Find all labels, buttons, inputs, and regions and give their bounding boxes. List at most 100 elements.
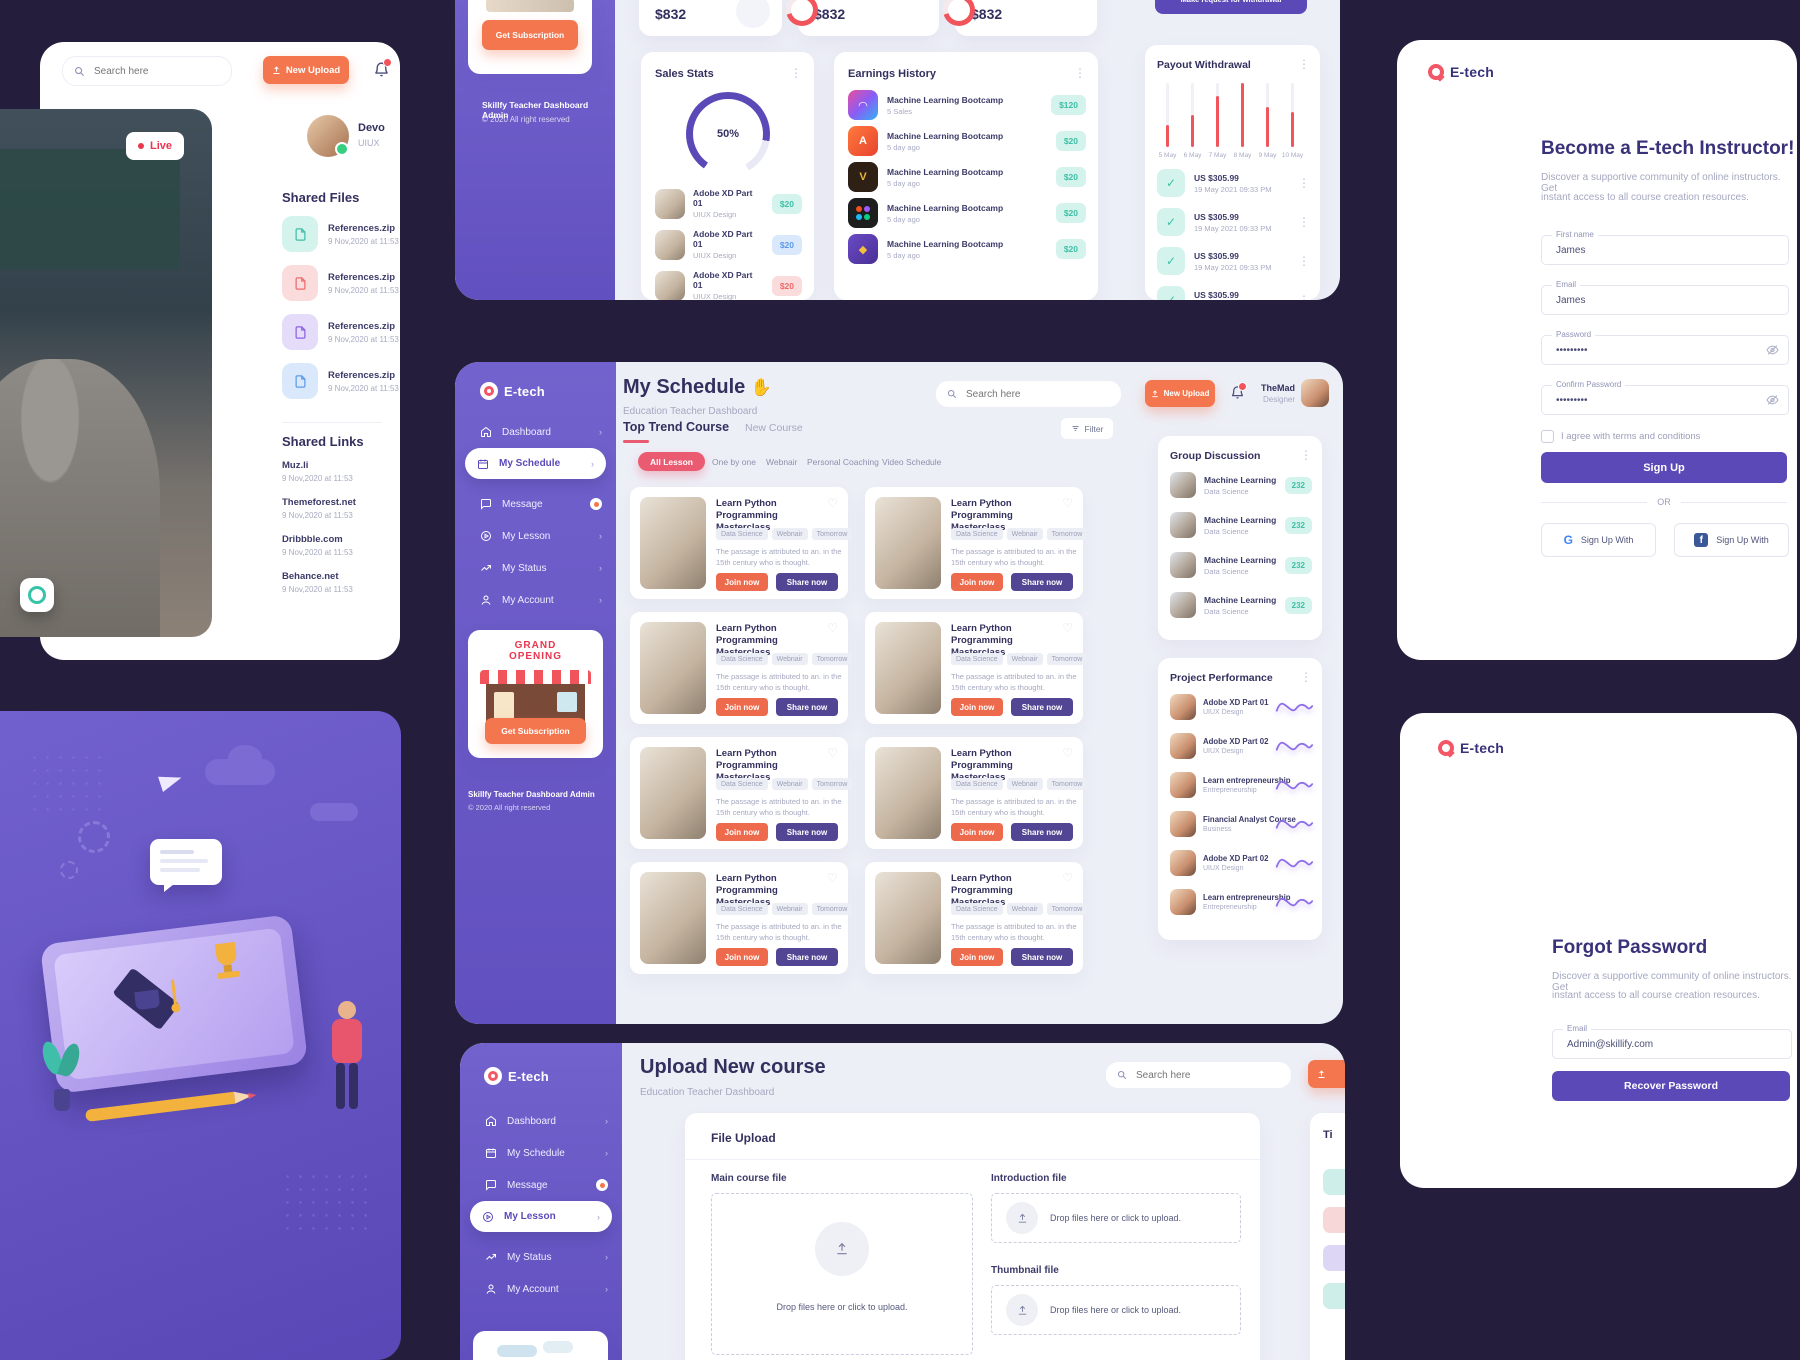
discussion-row[interactable]: Machine Learning Data Science 232 bbox=[1170, 512, 1312, 538]
course-card[interactable]: Learn Python Programming Masterclass ♡ D… bbox=[630, 737, 853, 849]
link-name[interactable]: Themeforest.net bbox=[282, 497, 356, 508]
join-now-button[interactable]: Join now bbox=[716, 573, 768, 591]
password-field[interactable]: Password bbox=[1541, 330, 1789, 365]
filter-one-by-one[interactable]: One by one bbox=[712, 457, 756, 467]
heart-icon[interactable]: ♡ bbox=[827, 496, 838, 510]
share-now-button[interactable]: Share now bbox=[1011, 573, 1073, 591]
kebab-menu-icon[interactable]: ⋮ bbox=[1298, 254, 1310, 268]
share-now-button[interactable]: Share now bbox=[776, 823, 838, 841]
join-now-button[interactable]: Join now bbox=[951, 948, 1003, 966]
link-name[interactable]: Muz.li bbox=[282, 460, 309, 471]
kebab-menu-icon[interactable]: ⋮ bbox=[1300, 670, 1312, 684]
earnings-row[interactable]: ◠ Machine Learning Bootcamp 5 Sales $120 bbox=[848, 90, 1086, 120]
kebab-menu-icon[interactable]: ⋮ bbox=[1298, 176, 1310, 190]
join-now-button[interactable]: Join now bbox=[951, 698, 1003, 716]
performance-row[interactable]: Adobe XD Part 01 UIUX Design bbox=[1170, 694, 1314, 720]
shared-link-row[interactable]: Behance.net 9 Nov,2020 at 11:53 bbox=[282, 571, 400, 594]
performance-row[interactable]: Learn entrepreneurship Entrepreneurship bbox=[1170, 772, 1314, 798]
notification-bell-icon[interactable] bbox=[1230, 382, 1247, 401]
share-now-button[interactable]: Share now bbox=[1011, 823, 1073, 841]
thumbnail-dropzone[interactable]: Drop files here or click to upload. bbox=[991, 1285, 1241, 1335]
google-signup-button[interactable]: G Sign Up With bbox=[1541, 523, 1656, 557]
terms-row[interactable]: I agree with terms and conditions bbox=[1541, 430, 1700, 443]
shared-file-row[interactable]: References.zip 9 Nov,2020 at 11:53 bbox=[282, 363, 400, 399]
kebab-menu-icon[interactable]: ⋮ bbox=[1298, 293, 1310, 300]
shared-file-row[interactable]: References.zip 9 Nov,2020 at 11:53 bbox=[282, 314, 400, 350]
first-name-input[interactable] bbox=[1554, 236, 1758, 264]
discussion-row[interactable]: Machine Learning Data Science 232 bbox=[1170, 592, 1312, 618]
confirm-password-field[interactable]: Confirm Password bbox=[1541, 380, 1789, 415]
notification-bell-icon[interactable] bbox=[373, 58, 392, 79]
heart-icon[interactable]: ♡ bbox=[1062, 871, 1073, 885]
join-now-button[interactable]: Join now bbox=[716, 698, 768, 716]
discussion-row[interactable]: Machine Learning Data Science 232 bbox=[1170, 472, 1312, 498]
avatar[interactable] bbox=[307, 115, 349, 157]
filter-pill-all-lesson[interactable]: All Lesson bbox=[638, 452, 705, 471]
link-name[interactable]: Behance.net bbox=[282, 571, 339, 582]
search-bar[interactable] bbox=[935, 380, 1122, 408]
search-input[interactable] bbox=[1134, 1068, 1280, 1082]
share-now-button[interactable]: Share now bbox=[776, 573, 838, 591]
filter-personal-coaching[interactable]: Personal Coaching bbox=[807, 457, 879, 467]
discussion-row[interactable]: Machine Learning Data Science 232 bbox=[1170, 552, 1312, 578]
earnings-row[interactable]: Machine Learning Bootcamp 5 day ago $20 bbox=[848, 198, 1086, 228]
eye-slash-icon[interactable] bbox=[1766, 344, 1779, 357]
performance-row[interactable]: Financial Analyst Course Business bbox=[1170, 811, 1314, 837]
sidebar-item-my-account[interactable]: My Account › bbox=[480, 592, 602, 608]
sidebar-item-my-schedule[interactable]: My Schedule › bbox=[485, 1145, 608, 1161]
terms-checkbox[interactable] bbox=[1541, 430, 1554, 443]
sidebar-item-my-status[interactable]: My Status › bbox=[480, 560, 602, 576]
kebab-menu-icon[interactable]: ⋮ bbox=[790, 66, 802, 80]
shared-file-row[interactable]: References.zip 9 Nov,2020 at 11:53 bbox=[282, 265, 400, 301]
sidebar-item-message[interactable]: Message bbox=[480, 496, 602, 512]
first-name-field[interactable]: First name bbox=[1541, 230, 1789, 265]
join-now-button[interactable]: Join now bbox=[951, 823, 1003, 841]
earnings-row[interactable]: ◆ Machine Learning Bootcamp 5 day ago $2… bbox=[848, 234, 1086, 264]
confirm-password-input[interactable] bbox=[1554, 386, 1758, 414]
link-name[interactable]: Dribbble.com bbox=[282, 534, 343, 545]
sidebar-item-my-account[interactable]: My Account › bbox=[485, 1281, 608, 1297]
sign-up-button[interactable]: Sign Up bbox=[1541, 452, 1787, 483]
email-input[interactable] bbox=[1565, 1030, 1761, 1058]
payout-row[interactable]: ✓ US $305.99 19 May 2021 09:33 PM ⋮ bbox=[1157, 208, 1310, 236]
shared-file-row[interactable]: References.zip 9 Nov,2020 at 11:53 bbox=[282, 216, 400, 252]
search-bar[interactable] bbox=[1105, 1061, 1292, 1089]
filter-video-schedule[interactable]: Video Schedule bbox=[882, 457, 942, 467]
tab-new-course[interactable]: New Course bbox=[745, 422, 803, 434]
filter-button[interactable]: Filter bbox=[1061, 418, 1113, 439]
join-now-button[interactable]: Join now bbox=[716, 823, 768, 841]
share-now-button[interactable]: Share now bbox=[1011, 698, 1073, 716]
eye-slash-icon[interactable] bbox=[1766, 394, 1779, 407]
course-card[interactable]: Learn Python Programming Masterclass ♡ D… bbox=[630, 862, 853, 974]
payout-row[interactable]: ✓ US $305.99 19 May 2021 09:33 PM ⋮ bbox=[1157, 169, 1310, 197]
share-now-button[interactable]: Share now bbox=[1011, 948, 1073, 966]
get-subscription-button[interactable]: Get Subscription bbox=[482, 20, 578, 50]
performance-row[interactable]: Adobe XD Part 02 UIUX Design bbox=[1170, 850, 1314, 876]
sidebar-item-my-lesson[interactable]: My Lesson › bbox=[480, 528, 602, 544]
heart-icon[interactable]: ♡ bbox=[827, 746, 838, 760]
heart-icon[interactable]: ♡ bbox=[1062, 496, 1073, 510]
introduction-dropzone[interactable]: Drop files here or click to upload. bbox=[991, 1193, 1241, 1243]
live-video-card[interactable]: Live bbox=[0, 109, 212, 637]
course-card[interactable]: Learn Python Programming Masterclass ♡ D… bbox=[630, 487, 853, 599]
sidebar-item-dashboard[interactable]: Dashboard › bbox=[485, 1113, 608, 1129]
search-bar[interactable] bbox=[62, 56, 232, 86]
kebab-menu-icon[interactable]: ⋮ bbox=[1298, 57, 1310, 71]
join-now-button[interactable]: Join now bbox=[716, 948, 768, 966]
shared-link-row[interactable]: Muz.li 9 Nov,2020 at 11:53 bbox=[282, 460, 400, 483]
sidebar-item-my-status[interactable]: My Status › bbox=[485, 1249, 608, 1265]
earnings-row[interactable]: V Machine Learning Bootcamp 5 day ago $2… bbox=[848, 162, 1086, 192]
shared-link-row[interactable]: Dribbble.com 9 Nov,2020 at 11:53 bbox=[282, 534, 400, 557]
new-upload-button[interactable]: New Upload bbox=[263, 56, 349, 84]
email-input[interactable] bbox=[1554, 286, 1758, 314]
sidebar-item-my-lesson-active[interactable]: My Lesson › bbox=[470, 1201, 612, 1232]
payout-row[interactable]: ✓ US $305.99 19 May 2021 09:33 PM ⋮ bbox=[1157, 247, 1310, 275]
heart-icon[interactable]: ♡ bbox=[827, 871, 838, 885]
course-card[interactable]: Learn Python Programming Masterclass ♡ D… bbox=[865, 612, 1088, 724]
sidebar-item-dashboard[interactable]: Dashboard › bbox=[480, 424, 602, 440]
user-avatar[interactable] bbox=[1301, 379, 1329, 407]
main-course-dropzone[interactable]: Drop files here or click to upload. bbox=[711, 1193, 973, 1355]
facebook-signup-button[interactable]: f Sign Up With bbox=[1674, 523, 1789, 557]
filter-webnair[interactable]: Webnair bbox=[766, 457, 798, 467]
chat-bubble-button[interactable] bbox=[20, 578, 54, 612]
